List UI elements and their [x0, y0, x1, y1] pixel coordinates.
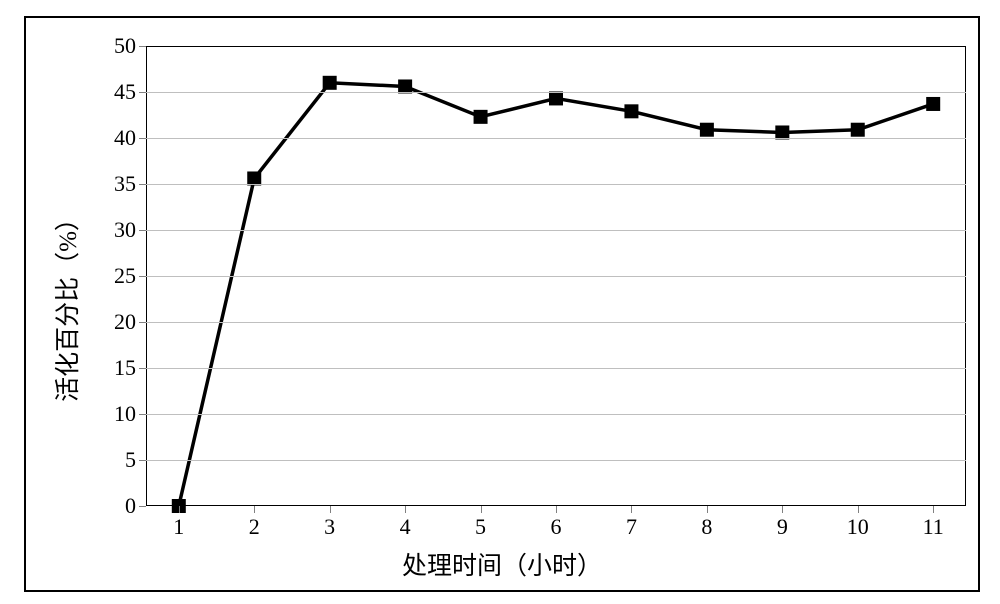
- data-marker: [624, 104, 638, 118]
- gridline-h: [146, 460, 966, 461]
- x-tick-mark: [858, 506, 859, 513]
- x-tick-mark: [556, 506, 557, 513]
- gridline-h: [146, 92, 966, 93]
- y-tick-mark: [139, 506, 146, 507]
- x-tick-label: 7: [626, 514, 637, 540]
- y-tick-mark: [139, 46, 146, 47]
- gridline-h: [146, 368, 966, 369]
- x-tick-label: 1: [173, 514, 184, 540]
- x-tick-label: 2: [249, 514, 260, 540]
- y-tick-label: 50: [114, 33, 136, 59]
- x-tick-label: 10: [847, 514, 869, 540]
- x-tick-mark: [179, 506, 180, 513]
- y-tick-mark: [139, 368, 146, 369]
- y-tick-label: 25: [114, 263, 136, 289]
- data-marker: [549, 91, 563, 105]
- chart-container: 活化百分比（%） 0510152025303540455012345678910…: [0, 0, 1000, 604]
- y-tick-mark: [139, 230, 146, 231]
- y-tick-mark: [139, 414, 146, 415]
- gridline-h: [146, 230, 966, 231]
- y-tick-label: 0: [125, 493, 136, 519]
- data-marker: [474, 110, 488, 124]
- y-tick-label: 10: [114, 401, 136, 427]
- data-marker: [700, 123, 714, 137]
- y-tick-mark: [139, 138, 146, 139]
- y-tick-mark: [139, 460, 146, 461]
- x-tick-mark: [330, 506, 331, 513]
- x-tick-label: 9: [777, 514, 788, 540]
- y-tick-label: 45: [114, 79, 136, 105]
- y-tick-label: 40: [114, 125, 136, 151]
- gridline-h: [146, 414, 966, 415]
- y-tick-label: 35: [114, 171, 136, 197]
- x-tick-mark: [707, 506, 708, 513]
- y-tick-mark: [139, 276, 146, 277]
- data-marker: [323, 76, 337, 90]
- y-axis-title: 活化百分比（%）: [48, 206, 84, 402]
- x-tick-label: 3: [324, 514, 335, 540]
- x-tick-label: 4: [400, 514, 411, 540]
- y-tick-mark: [139, 92, 146, 93]
- y-tick-label: 5: [125, 447, 136, 473]
- x-tick-label: 5: [475, 514, 486, 540]
- x-tick-mark: [405, 506, 406, 513]
- data-marker: [851, 123, 865, 137]
- y-tick-label: 20: [114, 309, 136, 335]
- y-tick-mark: [139, 184, 146, 185]
- chart-frame: 活化百分比（%） 0510152025303540455012345678910…: [24, 16, 980, 592]
- x-tick-mark: [631, 506, 632, 513]
- gridline-h: [146, 138, 966, 139]
- gridline-h: [146, 322, 966, 323]
- x-axis-title: 处理时间（小时）: [402, 546, 602, 582]
- gridline-h: [146, 276, 966, 277]
- y-tick-mark: [139, 322, 146, 323]
- x-tick-mark: [782, 506, 783, 513]
- plot-area: 051015202530354045501234567891011: [146, 46, 966, 506]
- x-tick-mark: [481, 506, 482, 513]
- x-tick-label: 11: [923, 514, 944, 540]
- y-tick-label: 30: [114, 217, 136, 243]
- gridline-h: [146, 184, 966, 185]
- x-tick-label: 6: [551, 514, 562, 540]
- y-tick-label: 15: [114, 355, 136, 381]
- data-line: [179, 83, 933, 506]
- x-tick-mark: [254, 506, 255, 513]
- data-marker: [926, 97, 940, 111]
- x-tick-label: 8: [701, 514, 712, 540]
- x-tick-mark: [933, 506, 934, 513]
